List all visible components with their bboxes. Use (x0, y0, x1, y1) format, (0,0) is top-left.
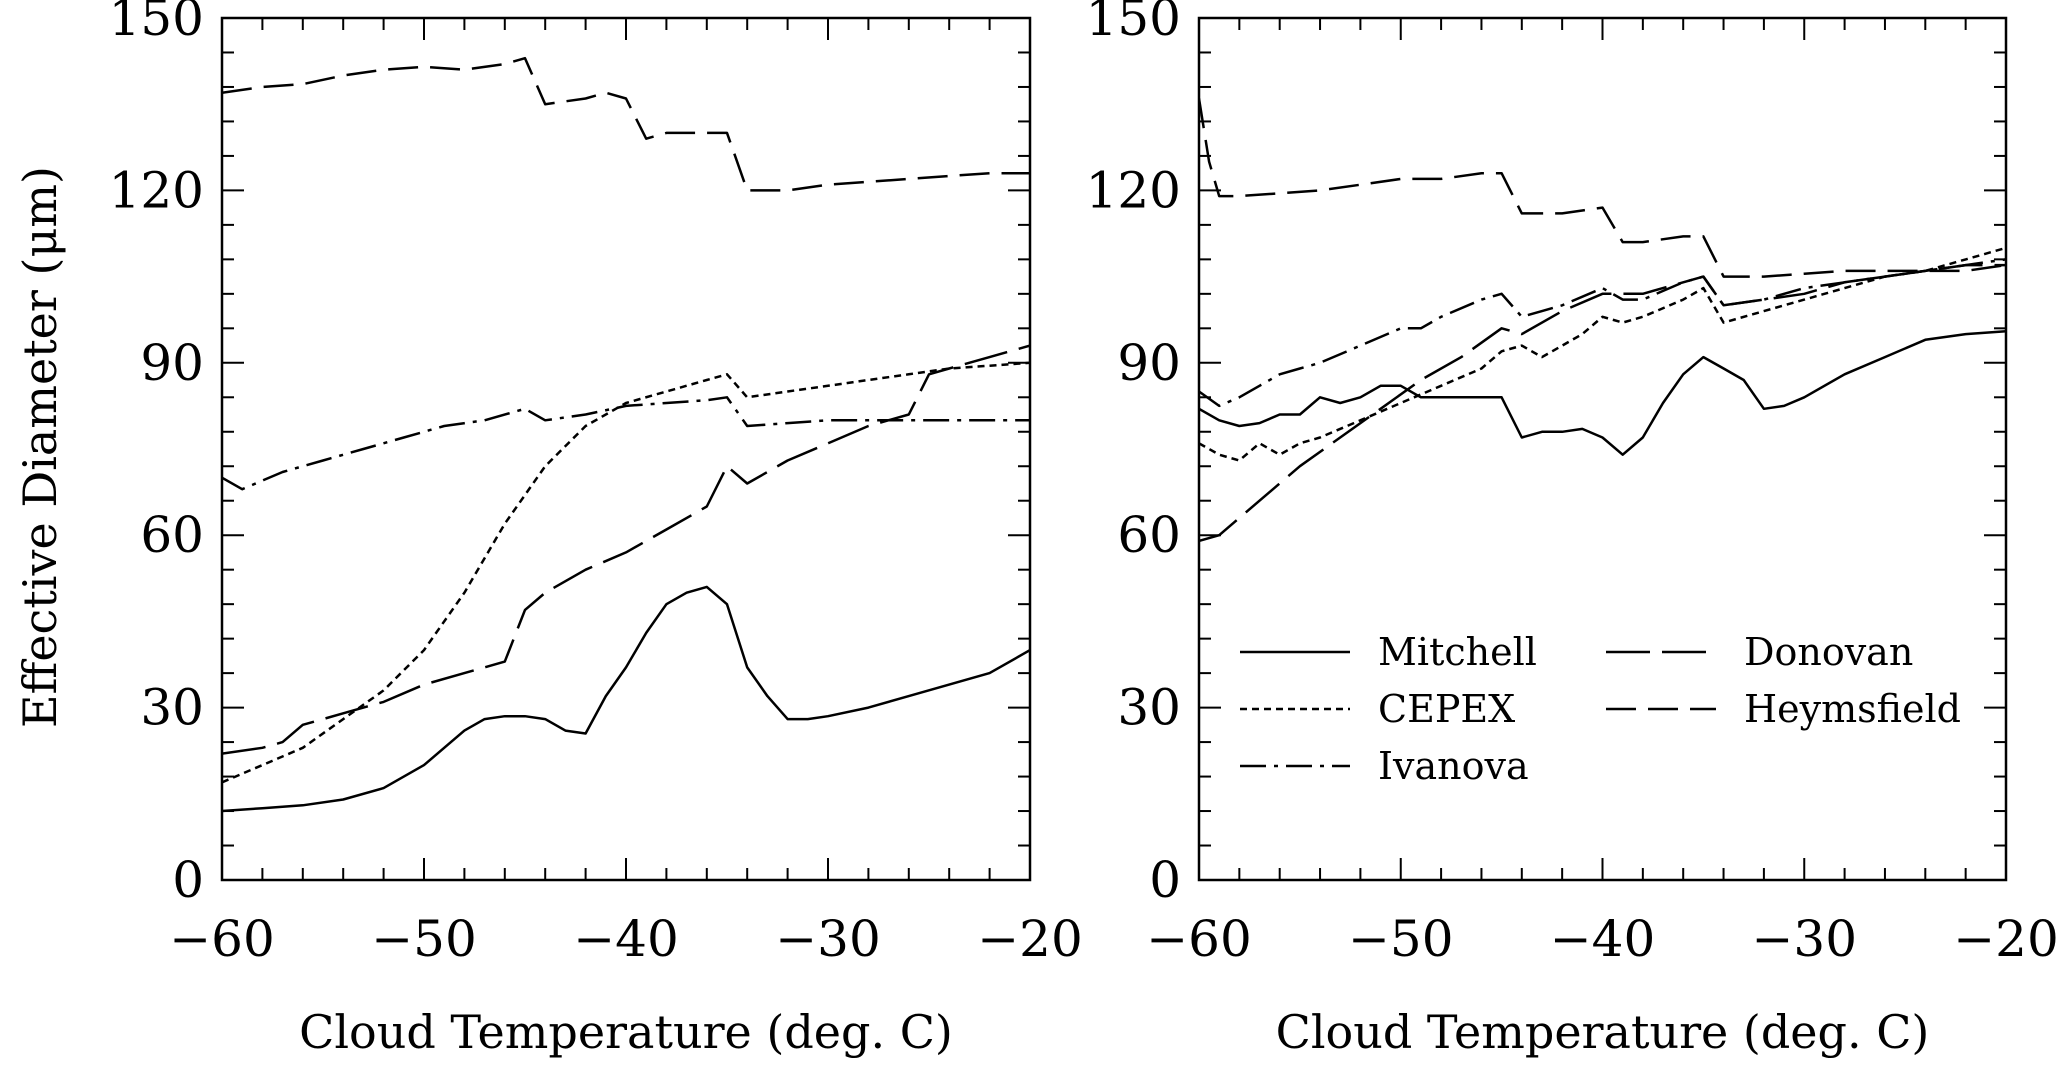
plot-frame (1197, 16, 2008, 882)
y-tick-label: 0 (172, 851, 204, 909)
series-group (1199, 98, 2006, 543)
y-tick-label: 30 (1117, 679, 1181, 737)
y-tick-label: 150 (109, 0, 204, 47)
y-tick-label: 60 (1117, 506, 1181, 564)
x-tick-label: −40 (573, 910, 679, 968)
series-line-mitchell (222, 585, 1030, 813)
y-axis-label: Effective Diameter (μm) (13, 166, 67, 728)
y-tick-label: 120 (109, 161, 204, 219)
legend-label-heymsfield: Heymsfield (1744, 687, 1961, 731)
series-group (222, 56, 1030, 813)
legend: Mitchell CEPEX Ivanova Donovan Heymsfield (1240, 630, 1961, 788)
series-line-mitchell (1199, 329, 2006, 456)
y-tick-label: 90 (140, 334, 204, 392)
x-tick-label: −30 (775, 910, 881, 968)
series-line-donovan (222, 344, 1030, 755)
y-tick-label: 90 (1117, 334, 1181, 392)
y-tick-label: 120 (1086, 161, 1181, 219)
y-tick-label: 60 (140, 506, 204, 564)
right-panel: −60 −50 −40 −30 −20 0 30 60 90 120 150 Cloud Temper… (1086, 0, 2059, 1059)
y-tick-label: 0 (1149, 851, 1181, 909)
y-tick-label: 30 (140, 679, 204, 737)
x-axis-label: Cloud Temperature (deg. C) (1276, 1005, 1930, 1059)
legend-label-cepex: CEPEX (1378, 687, 1515, 731)
x-tick-label: −40 (1550, 910, 1656, 968)
series-line-ivanova (1199, 258, 2006, 408)
x-axis-label: Cloud Temperature (deg. C) (299, 1005, 953, 1059)
x-tick-label: −50 (371, 910, 477, 968)
plot-frame (220, 16, 1032, 882)
series-line-heymsfield (222, 56, 1030, 192)
series-line-ivanova (222, 396, 1030, 491)
legend-label-mitchell: Mitchell (1378, 630, 1537, 674)
series-line-heymsfield (1199, 98, 2006, 278)
y-tick-label: 150 (1086, 0, 1181, 47)
x-tick-label: −50 (1348, 910, 1454, 968)
x-tick-label: −20 (977, 910, 1083, 968)
x-tick-label: −60 (1146, 910, 1252, 968)
x-tick-label: −20 (1953, 910, 2059, 968)
legend-label-ivanova: Ivanova (1378, 744, 1529, 788)
series-line-cepex (222, 361, 1030, 784)
left-panel: −60 −50 −40 −30 −20 0 30 60 90 120 150 Cloud Temper… (109, 0, 1083, 1059)
series-line-donovan (1199, 263, 2006, 543)
legend-label-donovan: Donovan (1744, 630, 1913, 674)
x-tick-label: −30 (1751, 910, 1857, 968)
x-tick-label: −60 (169, 910, 275, 968)
series-line-cepex (1199, 246, 2006, 462)
